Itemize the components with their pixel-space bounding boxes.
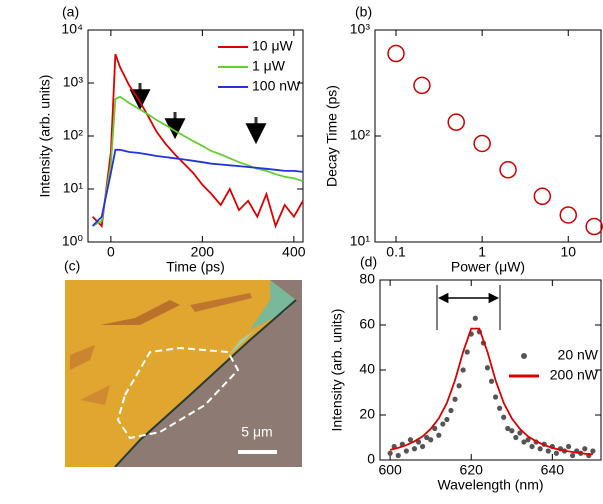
x-tick-label: 1 <box>478 244 486 260</box>
y-tick-label: 80 <box>359 271 375 287</box>
data-point <box>428 437 434 443</box>
data-point <box>413 76 431 95</box>
data-point <box>452 396 458 402</box>
x-tick-label: 10 <box>560 244 576 260</box>
data-point <box>424 434 430 441</box>
x-tick-label: 640 <box>541 462 565 478</box>
y-axis-label: Intensity (arb. units) <box>329 309 345 432</box>
data-point <box>440 421 446 427</box>
y-tick-label: 10⁰ <box>62 233 84 249</box>
data-point <box>432 425 438 432</box>
data-point <box>492 394 499 400</box>
legend-label: 200 nW <box>550 367 599 383</box>
x-axis-label: Time (ps) <box>166 259 225 275</box>
data-point <box>525 437 531 443</box>
data-point <box>553 450 559 456</box>
y-tick-label: 10³ <box>63 74 84 90</box>
legend-label: 100 nW <box>252 78 301 94</box>
data-point <box>509 428 515 434</box>
data-point <box>505 425 511 432</box>
panel-label: (a) <box>62 4 79 20</box>
data-point <box>484 365 491 371</box>
x-axis-label: Power (μW) <box>451 259 525 275</box>
data-point <box>513 434 519 441</box>
data-point <box>565 443 572 450</box>
x-tick-label: 400 <box>282 244 306 260</box>
data-point <box>464 349 470 355</box>
x-tick-label: 200 <box>191 244 215 260</box>
data-point <box>395 452 401 459</box>
data-point <box>559 206 578 224</box>
data-point <box>436 432 442 438</box>
y-tick-label: 10¹ <box>350 233 371 249</box>
data-point <box>570 452 576 459</box>
fwhm-arrow <box>436 285 501 330</box>
data-point <box>387 44 405 63</box>
plot-frame <box>374 29 602 243</box>
data-point <box>460 367 466 373</box>
panel-label: (b) <box>355 4 372 20</box>
data-point <box>447 113 465 131</box>
y-axis-label: Decay Time (ps) <box>324 85 340 187</box>
data-point <box>582 446 588 452</box>
data-point <box>521 439 527 445</box>
micrograph <box>65 280 302 467</box>
data-point <box>456 383 462 389</box>
data-point <box>411 446 418 452</box>
data-point <box>533 187 552 206</box>
fit-line <box>389 327 593 456</box>
data-point <box>403 448 409 454</box>
data-point <box>529 443 535 450</box>
data-line <box>91 148 304 227</box>
data-line <box>91 53 304 229</box>
data-point <box>387 450 393 456</box>
data-point <box>473 134 491 153</box>
y-tick-label: 60 <box>359 316 375 332</box>
data-point <box>537 446 543 452</box>
data-point <box>472 315 478 321</box>
y-tick-label: 0 <box>367 451 375 467</box>
y-tick-label: 40 <box>359 361 375 377</box>
data-point <box>407 437 414 443</box>
x-tick-label: 0.1 <box>386 244 406 260</box>
data-point <box>545 448 551 454</box>
data-point <box>517 430 523 436</box>
data-point <box>590 448 596 454</box>
y-tick-label: 10⁴ <box>61 21 83 37</box>
legend-label: 20 nW <box>558 347 599 363</box>
x-tick-label: 0 <box>107 244 115 260</box>
legend-label: 10 μW <box>252 38 294 54</box>
panel-label: (c) <box>64 258 80 274</box>
data-point <box>497 405 503 411</box>
data-line <box>92 95 304 227</box>
legend-label: 1 μW <box>252 58 286 74</box>
data-point <box>448 407 454 414</box>
data-point <box>488 378 495 384</box>
data-point <box>585 217 603 236</box>
legend-swatch <box>521 353 527 359</box>
scale-bar-label: 5 μm <box>241 424 272 440</box>
data-point <box>499 161 517 179</box>
panel-label: (d) <box>360 254 377 270</box>
y-axis-label: Intensity (arb. units) <box>37 75 53 198</box>
data-point <box>444 416 450 423</box>
y-tick-label: 10³ <box>350 21 371 37</box>
x-axis-label: Wavelength (nm) <box>437 477 543 493</box>
y-tick-label: 10² <box>350 127 371 143</box>
y-tick-label: 10¹ <box>63 180 84 196</box>
data-point <box>501 414 507 420</box>
x-tick-label: 620 <box>460 462 484 478</box>
y-tick-label: 10² <box>63 127 84 143</box>
y-tick-label: 20 <box>359 406 375 422</box>
x-tick-label: 600 <box>378 462 402 478</box>
data-point <box>419 443 426 450</box>
